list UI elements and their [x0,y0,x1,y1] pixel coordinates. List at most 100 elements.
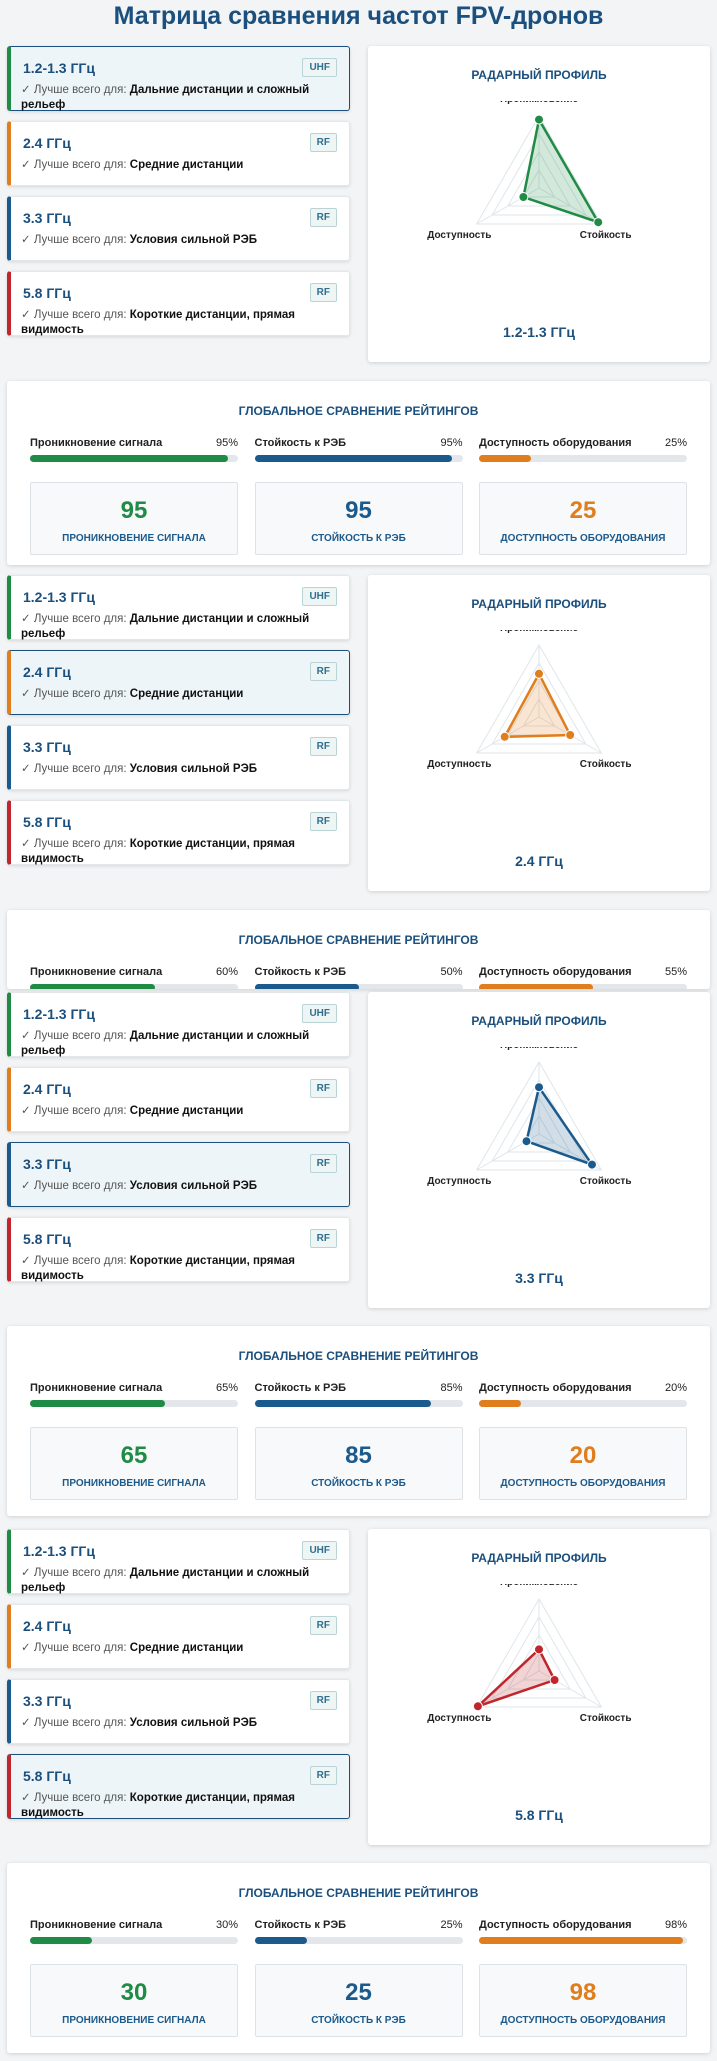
radar-axis-label: Проникновение [500,101,579,105]
metric-box: 65 ПРОНИКНОВЕНИЕ СИГНАЛА [30,1427,238,1500]
radar-point [472,1701,483,1712]
metric-value: 25 [345,1979,372,2006]
band-badge: RF [309,737,337,756]
frequency-card[interactable]: 2.4 ГГц RF ✓ Лучше всего для: Средние дист… [7,121,350,186]
frequency-card[interactable]: 5.8 ГГц RF ✓ Лучше всего для: Короткие дис… [7,1217,350,1282]
frequency-name: 3.3 ГГц [23,739,71,755]
frequency-name: 5.8 ГГц [23,1768,71,1784]
frequency-card[interactable]: 3.3 ГГц RF ✓ Лучше всего для: Условия силь… [7,1142,350,1207]
radar-axis-label: Проникновение [500,1047,579,1051]
frequency-name: 2.4 ГГц [23,664,71,680]
best-for-label: ✓ Лучше всего для: [21,688,127,700]
best-for-label: ✓ Лучше всего для: [21,1642,127,1654]
metric-box-label: ПРОНИКНОВЕНИЕ СИГНАЛА [62,1478,206,1489]
frequency-card[interactable]: 5.8 ГГц RF ✓ Лучше всего для: Короткие дис… [7,1754,350,1819]
frequency-card[interactable]: 1.2-1.3 ГГц UHF ✓ Лучше всего для: Дальние… [7,992,350,1057]
frequency-card[interactable]: 1.2-1.3 ГГц UHF ✓ Лучше всего для: Дальние… [7,46,350,111]
best-for-text: Средние дистанции [129,688,244,700]
radar-point [534,668,544,679]
metric-box-label: ПРОНИКНОВЕНИЕ СИГНАЛА [62,533,206,544]
radar-ring [491,132,587,216]
bar-fill [479,455,531,462]
frequency-card[interactable]: 2.4 ГГц RF ✓ Лучше всего для: Средние дист… [7,650,350,715]
ratings-title: ГЛОБАЛЬНОЕ СРАВНЕНИЕ РЕЙТИНГОВ [238,933,479,947]
frequency-card[interactable]: 3.3 ГГц RF ✓ Лучше всего для: Условия силь… [7,725,350,790]
frequency-card[interactable]: 5.8 ГГц RF ✓ Лучше всего для: Короткие дис… [7,800,350,865]
best-for-label: ✓ Лучше всего для: [21,159,127,171]
metric-label: Проникновение сигнала [30,437,163,449]
bar-fill [479,1400,521,1407]
radar-ring [506,1096,572,1153]
radar-chart: Проникновение Стойкость Доступность [427,101,632,241]
band-badge: RF [309,208,337,227]
metric-percent: 95% [440,437,463,449]
radar-shape [525,1084,596,1168]
ratings-panel: ГЛОБАЛЬНОЕ СРАВНЕНИЕ РЕЙТИНГОВ Проникнове… [7,1326,710,1516]
frequency-card[interactable]: 3.3 ГГц RF ✓ Лучше всего для: Условия силь… [7,1679,350,1744]
radar-axis-label: Доступность [427,1176,491,1187]
frequency-name: 2.4 ГГц [23,135,71,151]
best-for-label: ✓ Лучше всего для: [21,1717,127,1729]
metric-percent: 95% [215,437,238,449]
metric-percent: 55% [664,966,687,978]
radar-point [499,731,510,742]
radar-axis-label: Проникновение [500,1584,579,1588]
frequency-card[interactable]: 3.3 ГГц RF ✓ Лучше всего для: Условия силь… [7,196,350,261]
page-title: Матрица сравнения частот FPV-дронов [113,2,604,30]
best-for: ✓ Лучше всего для: Короткие дистанции, п… [21,1254,321,1284]
radar-ring [475,1598,603,1708]
best-for: ✓ Лучше всего для: Средние дистанции [21,687,321,702]
best-for-text: Дальние дистанции и сложный рельеф [21,613,310,640]
metric-percent: 25% [440,1919,463,1931]
frequency-name: 1.2-1.3 ГГц [23,589,95,605]
best-for: ✓ Лучше всего для: Средние дистанции [21,158,321,173]
best-for: ✓ Лучше всего для: Короткие дистанции, п… [21,1791,321,1821]
radar-shape [502,671,573,739]
metric-box: 25 ДОСТУПНОСТЬ ОБОРУДОВАНИЯ [479,482,687,555]
metric-label: Стойкость к РЭБ [254,1919,347,1931]
metric-label: Стойкость к РЭБ [254,966,347,978]
ratings-title: ГЛОБАЛЬНОЕ СРАВНЕНИЕ РЕЙТИНГОВ [238,1349,479,1363]
radar-caption: 3.3 ГГц [515,1270,563,1286]
bar-track [479,1400,687,1407]
radar-point [534,1082,544,1093]
frequency-name: 2.4 ГГц [23,1081,71,1097]
radar-panel: РАДАРНЫЙ ПРОФИЛЬ Проникновение Стойкость До… [368,992,710,1308]
radar-title: РАДАРНЫЙ ПРОФИЛЬ [471,1551,607,1565]
frequency-card[interactable]: 1.2-1.3 ГГц UHF ✓ Лучше всего для: Дальние… [7,575,350,640]
radar-axis-label: Стойкость [580,759,632,770]
metric-box-label: ДОСТУПНОСТЬ ОБОРУДОВАНИЯ [500,2015,666,2026]
metric-value: 95 [345,497,372,524]
metric-box: 85 СТОЙКОСТЬ К РЭБ [254,1427,463,1500]
metric-label: Проникновение сигнала [30,966,163,978]
radar-panel: РАДАРНЫЙ ПРОФИЛЬ Проникновение Стойкость До… [368,575,710,891]
metric-percent: 50% [440,966,463,978]
metric-percent: 98% [664,1919,687,1931]
frequency-card[interactable]: 2.4 ГГц RF ✓ Лучше всего для: Средние дист… [7,1067,350,1132]
ratings-panel: ГЛОБАЛЬНОЕ СРАВНЕНИЕ РЕЙТИНГОВ Проникнове… [7,381,710,565]
metric-value: 95 [120,497,148,524]
metric-label: Проникновение сигнала [30,1382,163,1394]
radar-axis-label: Стойкость [580,230,632,241]
radar-point [518,192,529,202]
radar-point [534,1644,544,1655]
frequency-card[interactable]: 1.2-1.3 ГГц UHF ✓ Лучше всего для: Дальние… [7,1529,350,1594]
bar-fill [30,1400,166,1407]
best-for: ✓ Лучше всего для: Условия сильной РЭБ [21,1179,321,1194]
best-for-label: ✓ Лучше всего для: [21,234,127,246]
band-badge: UHF [302,587,337,606]
bar-fill [254,1400,432,1407]
metric-label: Доступность оборудования [479,1382,632,1394]
best-for-label: ✓ Лучше всего для: [21,1030,127,1042]
frequency-card[interactable]: 5.8 ГГц RF ✓ Лучше всего для: Короткие дис… [7,271,350,336]
bar-track [479,455,687,462]
metric-box-label: ПРОНИКНОВЕНИЕ СИГНАЛА [62,2015,206,2026]
radar-ring [491,1615,587,1699]
radar-caption: 5.8 ГГц [515,1807,563,1823]
metric-value: 25 [569,497,597,524]
radar-ring [475,1061,603,1171]
frequency-card[interactable]: 2.4 ГГц RF ✓ Лучше всего для: Средние дист… [7,1604,350,1669]
band-badge: RF [309,1229,337,1248]
metric-box: 30 ПРОНИКНОВЕНИЕ СИГНАЛА [30,1964,238,2037]
metric-box: 98 ДОСТУПНОСТЬ ОБОРУДОВАНИЯ [479,1964,687,2037]
